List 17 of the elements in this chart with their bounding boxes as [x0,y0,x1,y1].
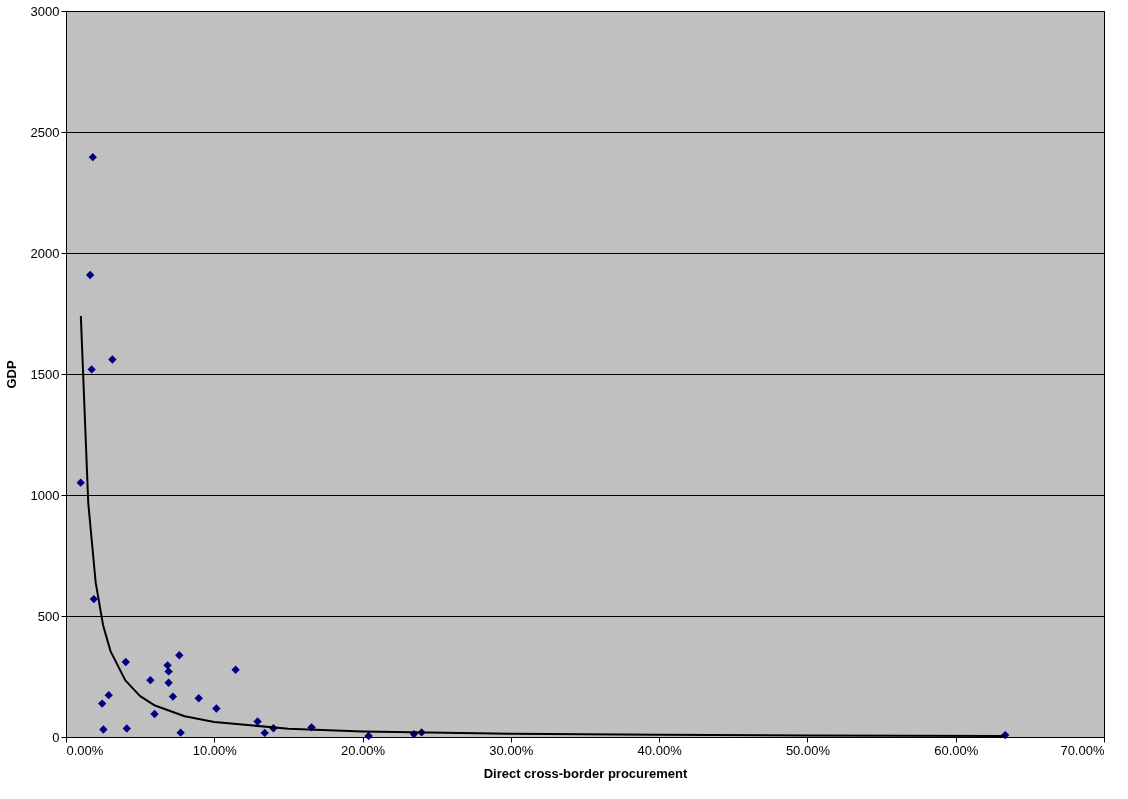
x-tick-label: 10.00% [192,742,238,758]
y-tick-label: 0 [52,729,60,745]
x-tick-label: 0.00% [66,742,104,758]
y-tick-label: 1500 [30,366,60,382]
y-tick-label: 2500 [30,124,60,140]
y-axis-title: GDP [3,360,19,389]
y-tick-label: 2000 [30,245,60,261]
x-axis-title: Direct cross-border procurement [483,765,689,781]
x-tick-label: 50.00% [785,742,831,758]
x-tick-label: 60.00% [934,742,979,758]
x-tick-label: 40.00% [637,742,683,758]
x-tick-label: 70.00% [1060,742,1105,758]
x-tick-label: 30.00% [489,742,534,758]
y-tick-label: 1000 [30,487,60,503]
y-tick-label: 3000 [30,3,60,19]
y-tick-label: 500 [37,608,60,624]
x-tick-label: 20.00% [341,742,386,758]
